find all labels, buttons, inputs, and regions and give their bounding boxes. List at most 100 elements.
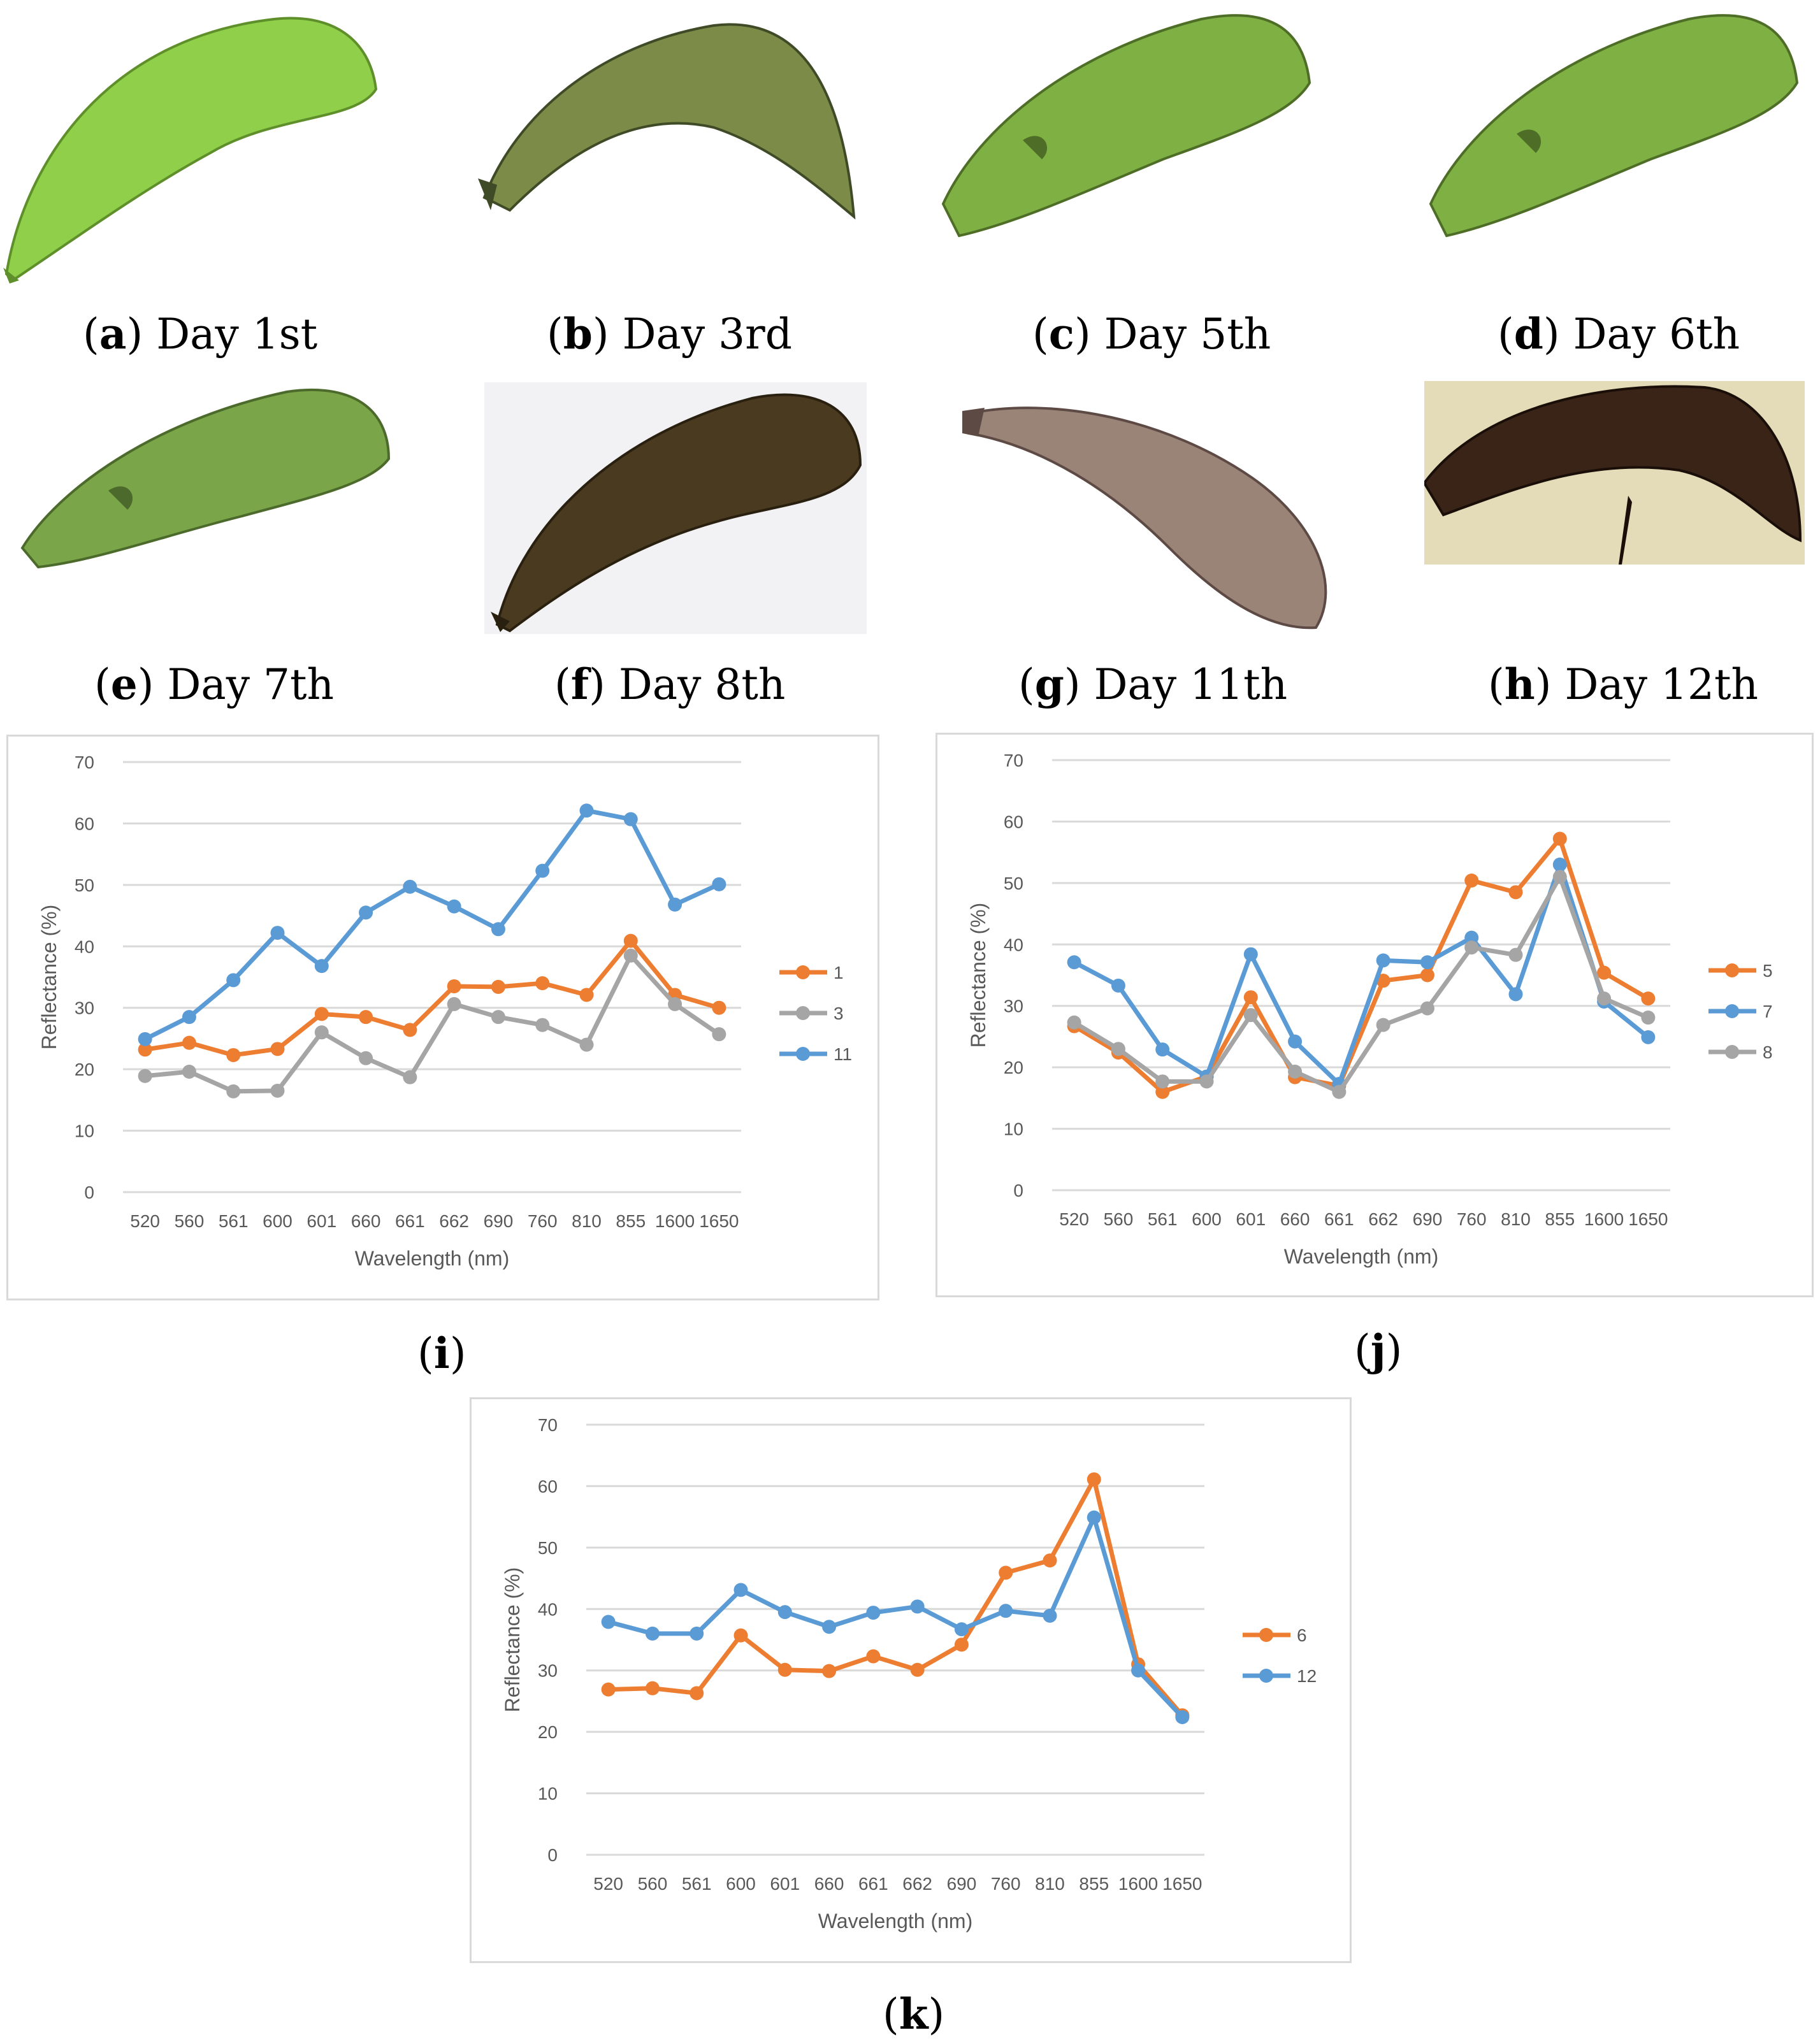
photo-day-8 xyxy=(484,382,867,634)
data-point xyxy=(359,1051,373,1065)
data-point xyxy=(226,1047,241,1062)
x-tick-label: 1600 xyxy=(655,1211,695,1231)
caption-letter: b xyxy=(563,309,593,359)
data-point xyxy=(954,1637,969,1652)
data-point xyxy=(1508,947,1523,962)
data-point xyxy=(359,1010,373,1025)
data-point xyxy=(270,1042,285,1056)
data-point xyxy=(999,1565,1013,1580)
data-point xyxy=(138,1032,152,1046)
data-point xyxy=(1175,1710,1190,1724)
x-axis-title: Wavelength (nm) xyxy=(355,1247,509,1270)
series-line-3 xyxy=(145,953,721,1094)
data-point xyxy=(535,1018,550,1032)
caption-h: (h) Day 12th xyxy=(1488,659,1759,709)
x-tick-label: 1600 xyxy=(1118,1874,1158,1894)
data-point xyxy=(270,1083,285,1098)
caption-f: (f) Day 8th xyxy=(554,659,786,709)
caption-text: Day 7th xyxy=(167,660,335,709)
banana-photo-e xyxy=(13,382,395,573)
data-point xyxy=(1155,1084,1170,1099)
data-point xyxy=(270,926,285,940)
banana-stem xyxy=(478,178,497,210)
banana-body xyxy=(482,23,856,220)
series-line-8 xyxy=(1072,874,1649,1095)
data-point xyxy=(623,933,638,948)
data-point xyxy=(226,973,241,988)
legend-label: 11 xyxy=(834,1044,852,1064)
caption-b: (b) Day 3rd xyxy=(547,309,792,359)
data-point xyxy=(822,1620,837,1634)
photo-day-7 xyxy=(13,382,395,573)
series-line-11 xyxy=(144,808,720,1042)
data-point xyxy=(1464,930,1479,945)
y-tick-label: 60 xyxy=(538,1476,558,1496)
data-point xyxy=(579,988,594,1002)
data-point xyxy=(1597,991,1612,1006)
caption-g: (g) Day 11th xyxy=(1018,659,1288,709)
panel-letter: j xyxy=(1370,1325,1386,1375)
data-point xyxy=(1131,1663,1146,1678)
panel-label-j: (j) xyxy=(1354,1325,1403,1375)
data-point xyxy=(1508,885,1523,900)
x-tick-label: 660 xyxy=(1280,1209,1310,1229)
legend-label: 5 xyxy=(1763,961,1773,981)
y-tick-label: 30 xyxy=(538,1661,558,1681)
x-tick-label: 601 xyxy=(307,1211,336,1231)
x-tick-label: 661 xyxy=(395,1211,425,1231)
data-point xyxy=(491,922,505,937)
x-tick-label: 810 xyxy=(1035,1874,1065,1894)
caption-text: Day 1st xyxy=(156,310,318,359)
data-point xyxy=(1067,1015,1081,1030)
data-point xyxy=(1155,1042,1170,1057)
data-point xyxy=(1288,1034,1303,1049)
data-point xyxy=(535,863,550,878)
photo-day-12 xyxy=(1422,381,1805,565)
panel-letter: i xyxy=(433,1328,450,1378)
data-point xyxy=(733,1583,748,1597)
data-point xyxy=(403,1023,417,1037)
banana-body xyxy=(4,17,378,282)
data-point xyxy=(535,976,550,991)
data-point xyxy=(866,1649,881,1664)
y-tick-label: 70 xyxy=(1004,751,1023,770)
data-point xyxy=(1641,991,1656,1006)
data-point xyxy=(712,877,726,891)
photo-day-3 xyxy=(472,0,867,229)
data-point xyxy=(777,1605,792,1620)
x-tick-label: 520 xyxy=(1059,1209,1089,1229)
legend-marker xyxy=(796,965,810,979)
banana-body xyxy=(964,407,1327,630)
legend-marker xyxy=(1725,1045,1739,1059)
y-tick-label: 50 xyxy=(1004,874,1023,893)
data-point xyxy=(1552,857,1567,872)
data-point xyxy=(1155,1074,1170,1089)
legend-label: 3 xyxy=(834,1004,844,1023)
photo-day-11 xyxy=(959,382,1351,634)
x-tick-label: 1600 xyxy=(1584,1209,1624,1229)
y-tick-label: 70 xyxy=(538,1415,558,1435)
series-line-12 xyxy=(607,1515,1184,1719)
data-point xyxy=(601,1615,616,1629)
x-tick-label: 1650 xyxy=(699,1211,739,1231)
caption-d: (d) Day 6th xyxy=(1498,309,1740,359)
data-point xyxy=(579,1037,594,1052)
y-tick-label: 0 xyxy=(1013,1181,1023,1200)
chart-panel-k: 0 10 20 30 40 50 60 70 520 560 561 600 601 660 661 662 6… xyxy=(470,1397,1352,1963)
data-point xyxy=(1243,947,1258,961)
data-point xyxy=(645,1681,660,1695)
data-point xyxy=(1376,974,1390,988)
reflectance-chart-i: 0 10 20 30 40 50 60 70 520 560 561 600 601 660 661 662 6… xyxy=(38,752,852,1270)
y-axis-title: Reflectance (%) xyxy=(967,903,990,1048)
data-point xyxy=(1043,1553,1057,1568)
x-tick-label: 855 xyxy=(616,1211,646,1231)
y-tick-label: 10 xyxy=(538,1784,558,1804)
banana-spot xyxy=(1517,129,1542,153)
banana-photo-c xyxy=(934,0,1316,242)
banana-photo-g xyxy=(959,382,1351,634)
data-point xyxy=(226,1084,241,1098)
data-point xyxy=(579,803,594,818)
x-tick-label: 760 xyxy=(528,1211,558,1231)
y-tick-label: 20 xyxy=(538,1722,558,1742)
data-point xyxy=(623,812,638,826)
